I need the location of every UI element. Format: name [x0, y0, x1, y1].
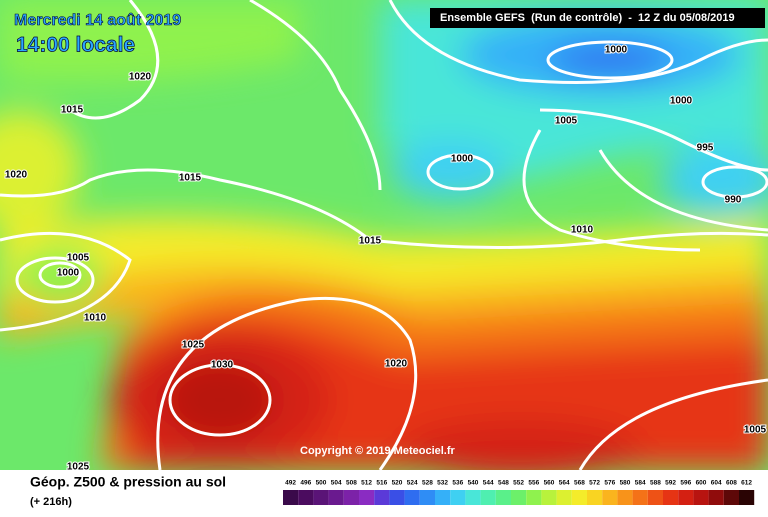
scale-label: 604	[711, 480, 722, 487]
isobar-label: 1000	[57, 268, 80, 279]
isobar-label: 1005	[67, 253, 90, 264]
run-label: Ensemble GEFS (Run de contrôle) - 12 Z d…	[440, 12, 735, 24]
scale-swatch	[495, 490, 511, 505]
scale-label: 512	[361, 480, 372, 487]
scale-label: 492	[285, 480, 296, 487]
scale-label: 548	[498, 480, 509, 487]
scale-label: 584	[635, 480, 646, 487]
scale-swatch	[283, 490, 299, 505]
scale-swatch	[298, 490, 314, 505]
scale-label: 600	[696, 480, 707, 487]
scale-swatch	[359, 490, 375, 505]
isobar-label: 1025	[182, 340, 205, 351]
scale-swatch	[647, 490, 663, 505]
scale-label: 536	[452, 480, 463, 487]
scale-label: 544	[483, 480, 494, 487]
scale-swatch	[693, 490, 709, 505]
isobar-label: 1015	[359, 236, 382, 247]
scale-label: 576	[604, 480, 615, 487]
isobar-label: 1010	[84, 313, 107, 324]
scale-label: 508	[346, 480, 357, 487]
isobar-label: 1020	[129, 72, 152, 83]
isobar-label: 1015	[179, 173, 202, 184]
scale-swatch	[632, 490, 648, 505]
scale-swatch	[587, 490, 603, 505]
isobar-label: 1000	[670, 96, 693, 107]
isobar-label: 995	[697, 143, 714, 154]
scale-swatch	[663, 490, 679, 505]
scale-label: 596	[680, 480, 691, 487]
isobar-labels: 1020 1015 1020 1015 1005 1000 1010 1025 …	[4, 44, 768, 474]
isobar-label: 1020	[5, 170, 28, 181]
scale-label: 560	[544, 480, 555, 487]
isobar-label: 1000	[451, 154, 474, 165]
scale-label: 500	[316, 480, 327, 487]
isobar-label: 1000	[605, 45, 628, 56]
isobar-label: 1030	[211, 360, 234, 371]
time-title: 14:00 locale	[16, 34, 135, 57]
scale-label: 496	[300, 480, 311, 487]
scale-swatch	[328, 490, 344, 505]
scale-label: 612	[741, 480, 752, 487]
scale-label: 572	[589, 480, 600, 487]
isobars	[0, 0, 768, 437]
footer-title: Géop. Z500 & pression au sol	[30, 474, 226, 490]
scale-swatch	[419, 490, 435, 505]
scale-swatch	[343, 490, 359, 505]
run-box	[430, 8, 765, 28]
isobar-label: 990	[725, 195, 742, 206]
scale-label: 608	[726, 480, 737, 487]
scale-label: 588	[650, 480, 661, 487]
scale-swatch	[404, 490, 420, 505]
scale-label: 568	[574, 480, 585, 487]
scale-swatch	[389, 490, 405, 505]
scale-swatch	[739, 490, 755, 505]
isobar-label: 1020	[385, 359, 408, 370]
scale-swatch	[708, 490, 724, 505]
scale-label: 564	[559, 480, 570, 487]
scale-label: 540	[468, 480, 479, 487]
scale-swatch	[435, 490, 451, 505]
isobar-label: 1010	[571, 225, 594, 236]
scale-label: 552	[513, 480, 524, 487]
scale-swatch	[602, 490, 618, 505]
scale-swatch	[313, 490, 329, 505]
isobar-label: 1005	[555, 116, 578, 127]
scale-swatch	[678, 490, 694, 505]
scale-swatch	[571, 490, 587, 505]
scale-swatch	[450, 490, 466, 505]
scale-swatch	[480, 490, 496, 505]
scale-swatch	[556, 490, 572, 505]
scale-label: 580	[620, 480, 631, 487]
scale-label: 516	[376, 480, 387, 487]
scale-swatch	[541, 490, 557, 505]
date-title: Mercredi 14 août 2019	[14, 12, 181, 29]
copyright: Copyright © 2019 Meteociel.fr	[300, 445, 456, 457]
isobar-label: 1005	[744, 425, 767, 436]
scale-label: 528	[422, 480, 433, 487]
scale-swatch	[617, 490, 633, 505]
color-scale: 492 496 500 504 508 512 516 520 524 528 532 536 540 5…	[283, 480, 755, 505]
footer-subtitle: (+ 216h)	[30, 496, 72, 508]
scale-label: 556	[528, 480, 539, 487]
scale-label: 592	[665, 480, 676, 487]
scale-swatch	[511, 490, 527, 505]
scale-swatch	[526, 490, 542, 505]
scale-label: 532	[437, 480, 448, 487]
isobar-label: 1015	[61, 105, 84, 116]
scale-label: 520	[392, 480, 403, 487]
scale-label: 504	[331, 480, 342, 487]
scale-swatch	[723, 490, 739, 505]
scale-swatch	[465, 490, 481, 505]
scale-label: 524	[407, 480, 418, 487]
map-field: 1020 1015 1020 1015 1005 1000 1010 1025 …	[0, 0, 768, 480]
scale-swatch	[374, 490, 390, 505]
